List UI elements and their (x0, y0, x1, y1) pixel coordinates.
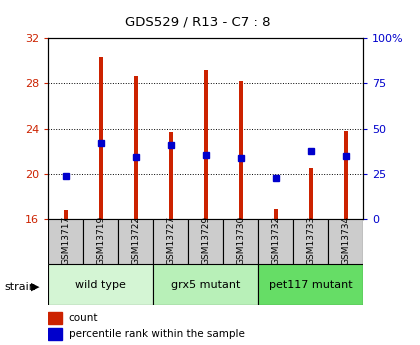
Bar (188, 219, 223, 264)
Bar (48, 328, 63, 340)
Bar (64, 210, 68, 219)
Text: grx5 mutant: grx5 mutant (171, 280, 241, 289)
Bar (134, 77, 138, 219)
Bar (153, 264, 258, 305)
Text: GSM13732: GSM13732 (271, 216, 280, 265)
Bar (344, 131, 348, 219)
Bar (328, 219, 363, 264)
Text: pet117 mutant: pet117 mutant (269, 280, 353, 289)
Text: GSM13722: GSM13722 (131, 216, 140, 265)
Bar (293, 219, 328, 264)
Bar (274, 209, 278, 219)
Text: GSM13734: GSM13734 (341, 216, 350, 265)
Text: GSM13733: GSM13733 (306, 216, 315, 265)
Text: GDS529 / R13 - C7 : 8: GDS529 / R13 - C7 : 8 (125, 16, 270, 29)
Bar (204, 70, 208, 219)
Text: percentile rank within the sample: percentile rank within the sample (69, 329, 244, 339)
Bar (118, 219, 153, 264)
Bar (48, 264, 153, 305)
Text: ▶: ▶ (32, 282, 40, 292)
Bar (99, 57, 103, 219)
Bar (48, 219, 83, 264)
Bar (258, 264, 363, 305)
Bar (169, 132, 173, 219)
Bar (48, 312, 63, 324)
Text: strain: strain (4, 282, 36, 292)
Bar (223, 219, 258, 264)
Bar (309, 168, 313, 219)
Text: GSM13717: GSM13717 (61, 216, 70, 265)
Text: GSM13730: GSM13730 (236, 216, 245, 265)
Bar (153, 219, 188, 264)
Bar (239, 81, 243, 219)
Text: GSM13729: GSM13729 (201, 216, 210, 265)
Text: count: count (69, 313, 98, 323)
Text: GSM13719: GSM13719 (96, 216, 105, 265)
Bar (258, 219, 293, 264)
Bar (83, 219, 118, 264)
Text: GSM13727: GSM13727 (166, 216, 175, 265)
Text: wild type: wild type (75, 280, 126, 289)
